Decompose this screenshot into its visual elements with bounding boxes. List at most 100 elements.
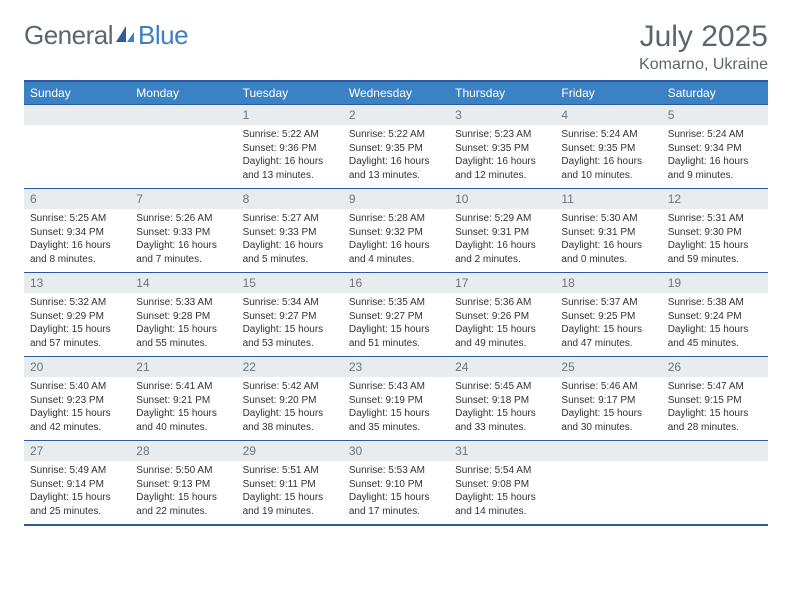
calendar-day-cell: 5Sunrise: 5:24 AMSunset: 9:34 PMDaylight… (662, 105, 768, 189)
sunrise-line: Sunrise: 5:36 AM (455, 296, 549, 310)
day-number: 26 (662, 357, 768, 377)
daylight-line: Daylight: 15 hours and 35 minutes. (349, 407, 443, 434)
calendar-week-row: 27Sunrise: 5:49 AMSunset: 9:14 PMDayligh… (24, 441, 768, 525)
day-number: 12 (662, 189, 768, 209)
sunset-line: Sunset: 9:34 PM (30, 226, 124, 240)
calendar-day-cell: 7Sunrise: 5:26 AMSunset: 9:33 PMDaylight… (130, 189, 236, 273)
day-number: 1 (237, 105, 343, 125)
sunrise-line: Sunrise: 5:24 AM (668, 128, 762, 142)
daylight-line: Daylight: 15 hours and 38 minutes. (243, 407, 337, 434)
day-details: Sunrise: 5:42 AMSunset: 9:20 PMDaylight:… (237, 377, 343, 437)
daylight-line: Daylight: 16 hours and 5 minutes. (243, 239, 337, 266)
calendar-day-cell: 10Sunrise: 5:29 AMSunset: 9:31 PMDayligh… (449, 189, 555, 273)
day-number: 3 (449, 105, 555, 125)
sunset-line: Sunset: 9:26 PM (455, 310, 549, 324)
calendar-day-cell: 9Sunrise: 5:28 AMSunset: 9:32 PMDaylight… (343, 189, 449, 273)
day-number (24, 105, 130, 125)
day-number: 24 (449, 357, 555, 377)
day-details: Sunrise: 5:27 AMSunset: 9:33 PMDaylight:… (237, 209, 343, 269)
day-details: Sunrise: 5:37 AMSunset: 9:25 PMDaylight:… (555, 293, 661, 353)
calendar-day-cell: 17Sunrise: 5:36 AMSunset: 9:26 PMDayligh… (449, 273, 555, 357)
day-details: Sunrise: 5:24 AMSunset: 9:34 PMDaylight:… (662, 125, 768, 185)
sunrise-line: Sunrise: 5:53 AM (349, 464, 443, 478)
weekday-header: Wednesday (343, 81, 449, 105)
daylight-line: Daylight: 16 hours and 8 minutes. (30, 239, 124, 266)
calendar-day-cell: 19Sunrise: 5:38 AMSunset: 9:24 PMDayligh… (662, 273, 768, 357)
day-details: Sunrise: 5:31 AMSunset: 9:30 PMDaylight:… (662, 209, 768, 269)
day-number: 25 (555, 357, 661, 377)
calendar-table: Sunday Monday Tuesday Wednesday Thursday… (24, 80, 768, 526)
daylight-line: Daylight: 15 hours and 49 minutes. (455, 323, 549, 350)
sunrise-line: Sunrise: 5:41 AM (136, 380, 230, 394)
sunrise-line: Sunrise: 5:25 AM (30, 212, 124, 226)
calendar-day-cell: 3Sunrise: 5:23 AMSunset: 9:35 PMDaylight… (449, 105, 555, 189)
daylight-line: Daylight: 16 hours and 2 minutes. (455, 239, 549, 266)
sunrise-line: Sunrise: 5:33 AM (136, 296, 230, 310)
day-details: Sunrise: 5:32 AMSunset: 9:29 PMDaylight:… (24, 293, 130, 353)
daylight-line: Daylight: 16 hours and 4 minutes. (349, 239, 443, 266)
day-details: Sunrise: 5:35 AMSunset: 9:27 PMDaylight:… (343, 293, 449, 353)
day-number (555, 441, 661, 461)
calendar-day-cell (662, 441, 768, 525)
month-title: July 2025 (639, 20, 768, 54)
weekday-header: Tuesday (237, 81, 343, 105)
day-number: 18 (555, 273, 661, 293)
day-number: 22 (237, 357, 343, 377)
calendar-day-cell: 6 Sunrise: 5:25 AMSunset: 9:34 PMDaylight… (24, 189, 130, 273)
sunset-line: Sunset: 9:35 PM (561, 142, 655, 156)
sunrise-line: Sunrise: 5:40 AM (30, 380, 124, 394)
sunrise-line: Sunrise: 5:23 AM (455, 128, 549, 142)
calendar-day-cell: 1Sunrise: 5:22 AMSunset: 9:36 PMDaylight… (237, 105, 343, 189)
sunset-line: Sunset: 9:10 PM (349, 478, 443, 492)
sunset-line: Sunset: 9:29 PM (30, 310, 124, 324)
logo: General Blue (24, 20, 188, 51)
daylight-line: Daylight: 15 hours and 53 minutes. (243, 323, 337, 350)
day-details: Sunrise: 5:28 AMSunset: 9:32 PMDaylight:… (343, 209, 449, 269)
day-number: 31 (449, 441, 555, 461)
sunrise-line: Sunrise: 5:38 AM (668, 296, 762, 310)
daylight-line: Daylight: 15 hours and 28 minutes. (668, 407, 762, 434)
sunset-line: Sunset: 9:25 PM (561, 310, 655, 324)
daylight-line: Daylight: 16 hours and 10 minutes. (561, 155, 655, 182)
calendar-day-cell: 15Sunrise: 5:34 AMSunset: 9:27 PMDayligh… (237, 273, 343, 357)
calendar-day-cell: 23Sunrise: 5:43 AMSunset: 9:19 PMDayligh… (343, 357, 449, 441)
sunset-line: Sunset: 9:36 PM (243, 142, 337, 156)
sunset-line: Sunset: 9:31 PM (455, 226, 549, 240)
sunset-line: Sunset: 9:28 PM (136, 310, 230, 324)
sunset-line: Sunset: 9:32 PM (349, 226, 443, 240)
daylight-line: Daylight: 16 hours and 13 minutes. (349, 155, 443, 182)
sunset-line: Sunset: 9:33 PM (136, 226, 230, 240)
day-details: Sunrise: 5:34 AMSunset: 9:27 PMDaylight:… (237, 293, 343, 353)
calendar-day-cell: 27Sunrise: 5:49 AMSunset: 9:14 PMDayligh… (24, 441, 130, 525)
sunset-line: Sunset: 9:19 PM (349, 394, 443, 408)
day-details: Sunrise: 5:36 AMSunset: 9:26 PMDaylight:… (449, 293, 555, 353)
sunset-line: Sunset: 9:13 PM (136, 478, 230, 492)
day-number: 4 (555, 105, 661, 125)
calendar-day-cell: 18Sunrise: 5:37 AMSunset: 9:25 PMDayligh… (555, 273, 661, 357)
calendar-week-row: 13Sunrise: 5:32 AMSunset: 9:29 PMDayligh… (24, 273, 768, 357)
sunrise-line: Sunrise: 5:37 AM (561, 296, 655, 310)
day-details: Sunrise: 5:43 AMSunset: 9:19 PMDaylight:… (343, 377, 449, 437)
day-number: 6 (24, 189, 130, 209)
calendar-day-cell: 13Sunrise: 5:32 AMSunset: 9:29 PMDayligh… (24, 273, 130, 357)
daylight-line: Daylight: 15 hours and 45 minutes. (668, 323, 762, 350)
day-details: Sunrise: 5:26 AMSunset: 9:33 PMDaylight:… (130, 209, 236, 269)
logo-text-general: General (24, 20, 113, 51)
day-details: Sunrise: 5:54 AMSunset: 9:08 PMDaylight:… (449, 461, 555, 521)
daylight-line: Daylight: 16 hours and 0 minutes. (561, 239, 655, 266)
weekday-header: Sunday (24, 81, 130, 105)
sunset-line: Sunset: 9:33 PM (243, 226, 337, 240)
header: General Blue July 2025 Komarno, Ukraine (24, 20, 768, 74)
daylight-line: Daylight: 15 hours and 22 minutes. (136, 491, 230, 518)
sunset-line: Sunset: 9:27 PM (349, 310, 443, 324)
day-number: 29 (237, 441, 343, 461)
calendar-day-cell (130, 105, 236, 189)
day-number: 19 (662, 273, 768, 293)
calendar-day-cell: 26Sunrise: 5:47 AMSunset: 9:15 PMDayligh… (662, 357, 768, 441)
day-details: Sunrise: 5:51 AMSunset: 9:11 PMDaylight:… (237, 461, 343, 521)
day-number (130, 105, 236, 125)
calendar-day-cell: 14Sunrise: 5:33 AMSunset: 9:28 PMDayligh… (130, 273, 236, 357)
calendar-day-cell: 4Sunrise: 5:24 AMSunset: 9:35 PMDaylight… (555, 105, 661, 189)
day-details: Sunrise: 5:38 AMSunset: 9:24 PMDaylight:… (662, 293, 768, 353)
sunrise-line: Sunrise: 5:22 AM (349, 128, 443, 142)
